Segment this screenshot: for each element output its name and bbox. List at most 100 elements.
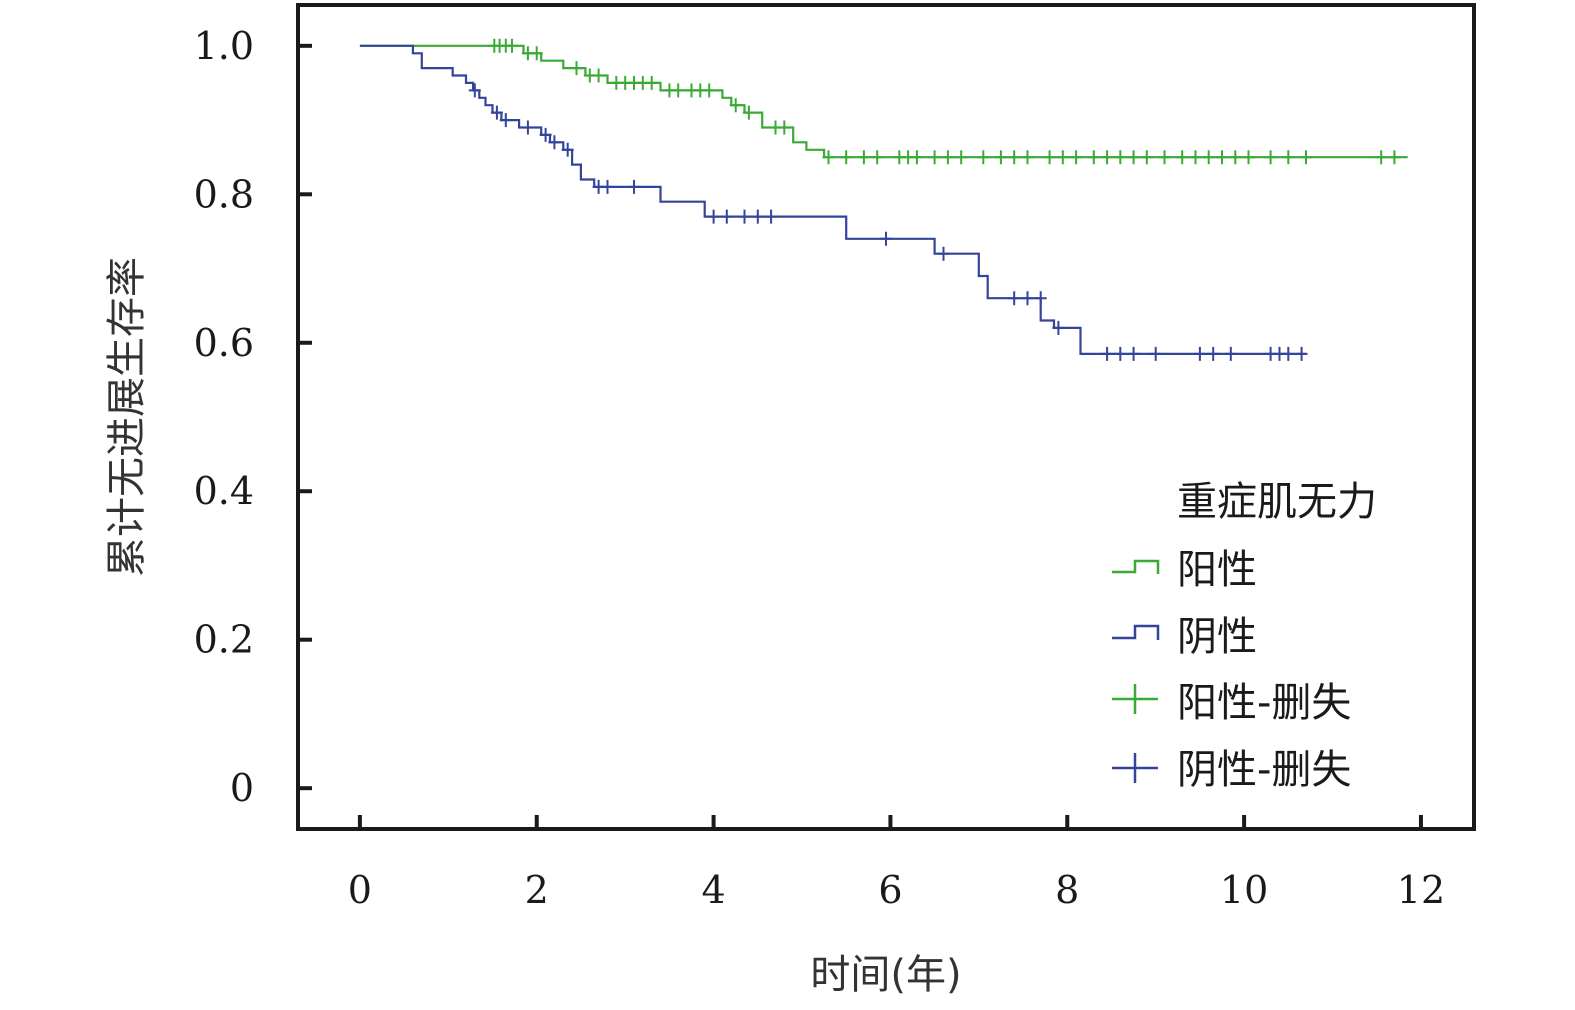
censor-mark-positive bbox=[1043, 150, 1056, 165]
censor-mark-positive bbox=[1202, 150, 1215, 165]
censor-mark-negative bbox=[880, 231, 892, 246]
censor-mark-negative bbox=[499, 113, 512, 128]
censor-mark-positive bbox=[703, 83, 716, 98]
legend-swatch-positive-step bbox=[1112, 559, 1160, 574]
censor-mark-positive bbox=[645, 75, 658, 90]
y-tick-label: 1.0 bbox=[194, 24, 254, 68]
censor-mark-negative bbox=[1127, 346, 1140, 361]
y-tick-label: 0.6 bbox=[194, 321, 254, 365]
censor-mark-negative bbox=[937, 246, 950, 261]
censor-mark-positive bbox=[857, 150, 870, 165]
censor-layer bbox=[468, 38, 1401, 361]
legend-swatch-positive-censored bbox=[1112, 684, 1158, 714]
censor-mark-positive bbox=[840, 150, 853, 165]
censor-mark-negative bbox=[1021, 291, 1034, 306]
censor-mark-negative bbox=[561, 142, 574, 157]
censor-mark-negative bbox=[1034, 291, 1047, 306]
legend: 重症肌无力 阳性 阴性 阳性-删失 阴性-删失 bbox=[1112, 479, 1377, 793]
censor-mark-negative bbox=[1101, 346, 1114, 361]
censor-mark-positive bbox=[1282, 150, 1295, 165]
censor-mark-negative bbox=[601, 179, 614, 194]
censor-mark-positive bbox=[742, 105, 755, 120]
x-tick-label: 4 bbox=[701, 868, 725, 912]
legend-swatch-negative-censored bbox=[1112, 753, 1158, 783]
censor-mark-positive bbox=[1056, 150, 1069, 165]
censor-mark-positive bbox=[729, 98, 742, 113]
censor-mark-negative bbox=[1207, 346, 1220, 361]
legend-label-positive-censored: 阳性-删失 bbox=[1177, 680, 1351, 726]
y-axis: 0 0.2 0.4 0.6 0.8 1.0 bbox=[194, 24, 312, 810]
censor-mark-positive bbox=[871, 150, 884, 165]
censor-mark-negative bbox=[1282, 346, 1295, 361]
censor-mark-positive bbox=[941, 150, 954, 165]
censor-mark-positive bbox=[928, 150, 941, 165]
censor-mark-positive bbox=[1101, 150, 1114, 165]
censor-mark-positive bbox=[506, 38, 518, 53]
censor-mark-positive bbox=[910, 150, 923, 165]
y-tick-label: 0.8 bbox=[194, 172, 254, 216]
censor-mark-positive bbox=[1388, 150, 1401, 165]
censor-mark-negative bbox=[539, 127, 552, 142]
censor-mark-negative bbox=[707, 209, 720, 224]
censor-mark-negative bbox=[765, 209, 778, 224]
censor-mark-positive bbox=[592, 68, 605, 83]
censor-mark-negative bbox=[720, 209, 733, 224]
censor-mark-positive bbox=[1264, 150, 1277, 165]
censor-mark-negative bbox=[1008, 291, 1021, 306]
censor-mark-positive bbox=[1021, 150, 1034, 165]
x-axis: 0 2 4 6 8 10 12 bbox=[348, 815, 1445, 912]
censor-mark-negative bbox=[548, 135, 561, 150]
censor-mark-positive bbox=[1229, 150, 1242, 165]
x-axis-title: 时间(年) bbox=[810, 952, 961, 998]
x-tick-label: 6 bbox=[878, 868, 902, 912]
censor-mark-negative bbox=[1224, 346, 1237, 361]
censor-mark-positive bbox=[778, 120, 791, 135]
censor-mark-positive bbox=[955, 150, 968, 165]
legend-label-negative: 阴性 bbox=[1177, 614, 1257, 660]
censor-mark-positive bbox=[1375, 150, 1388, 165]
censor-mark-positive bbox=[530, 46, 543, 61]
censor-mark-positive bbox=[822, 150, 835, 165]
censor-mark-positive bbox=[1008, 150, 1021, 165]
censor-mark-negative bbox=[1149, 346, 1162, 361]
censor-mark-negative bbox=[1114, 346, 1127, 361]
censor-mark-positive bbox=[1114, 150, 1127, 165]
y-axis-title: 累计无进展生存率 bbox=[104, 257, 150, 577]
x-tick-label: 2 bbox=[525, 868, 549, 912]
censor-mark-positive bbox=[977, 150, 990, 165]
censor-mark-positive bbox=[1242, 150, 1255, 165]
censor-mark-negative bbox=[468, 83, 481, 98]
x-tick-label: 12 bbox=[1397, 868, 1445, 912]
censor-mark-negative bbox=[490, 105, 503, 120]
censor-mark-positive bbox=[1176, 150, 1189, 165]
censor-mark-positive bbox=[1216, 150, 1228, 165]
legend-label-negative-censored: 阴性-删失 bbox=[1177, 747, 1351, 793]
censor-mark-positive bbox=[1127, 150, 1140, 165]
y-tick-label: 0.4 bbox=[194, 469, 254, 513]
legend-label-positive: 阳性 bbox=[1177, 547, 1257, 593]
censor-mark-negative bbox=[521, 120, 534, 135]
series-layer bbox=[359, 44, 1408, 355]
censor-mark-positive bbox=[570, 61, 583, 76]
censor-mark-positive bbox=[672, 83, 685, 98]
censor-mark-positive bbox=[1140, 150, 1153, 165]
censor-mark-positive bbox=[1070, 150, 1083, 165]
y-tick-label: 0.2 bbox=[194, 618, 254, 662]
x-tick-label: 8 bbox=[1055, 868, 1079, 912]
legend-swatch-negative-step bbox=[1112, 624, 1160, 640]
legend-title: 重症肌无力 bbox=[1177, 479, 1377, 525]
censor-mark-negative bbox=[738, 209, 751, 224]
x-tick-label: 0 bbox=[348, 868, 372, 912]
censor-mark-positive bbox=[1158, 150, 1171, 165]
censor-mark-positive bbox=[994, 150, 1007, 165]
series-line-negative bbox=[359, 44, 1306, 355]
plot-frame bbox=[296, 3, 1476, 831]
censor-mark-negative bbox=[1052, 320, 1065, 335]
censor-mark-positive bbox=[1189, 150, 1202, 165]
censor-mark-negative bbox=[1193, 346, 1206, 361]
censor-mark-negative bbox=[1295, 346, 1308, 361]
y-tick-label: 0 bbox=[230, 766, 254, 810]
x-tick-label: 10 bbox=[1220, 868, 1268, 912]
censor-mark-negative bbox=[751, 209, 764, 224]
